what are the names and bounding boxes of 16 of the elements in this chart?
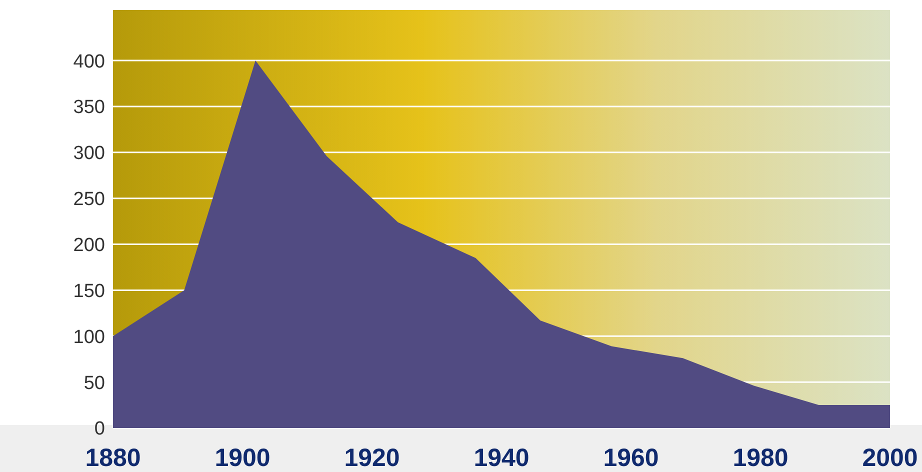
x-tick-label: 1980 xyxy=(732,444,788,472)
y-tick-label: 300 xyxy=(73,143,105,164)
y-tick-label: 50 xyxy=(84,372,105,394)
x-tick-label: 2000 xyxy=(862,444,918,472)
y-tick-label: 400 xyxy=(73,51,105,72)
x-tick-label: 1920 xyxy=(344,444,400,472)
y-tick-label: 200 xyxy=(73,235,105,256)
y-tick-label: 0 xyxy=(94,418,105,440)
y-tick-label: 150 xyxy=(73,280,105,302)
y-tick-label: 250 xyxy=(73,189,105,210)
x-tick-label: 1900 xyxy=(214,444,270,472)
x-tick-label: 1880 xyxy=(85,444,141,472)
x-tick-label: 1940 xyxy=(474,444,530,472)
y-tick-label: 350 xyxy=(73,97,105,118)
y-tick-label: 100 xyxy=(73,326,105,348)
x-tick-label: 1960 xyxy=(603,444,659,472)
